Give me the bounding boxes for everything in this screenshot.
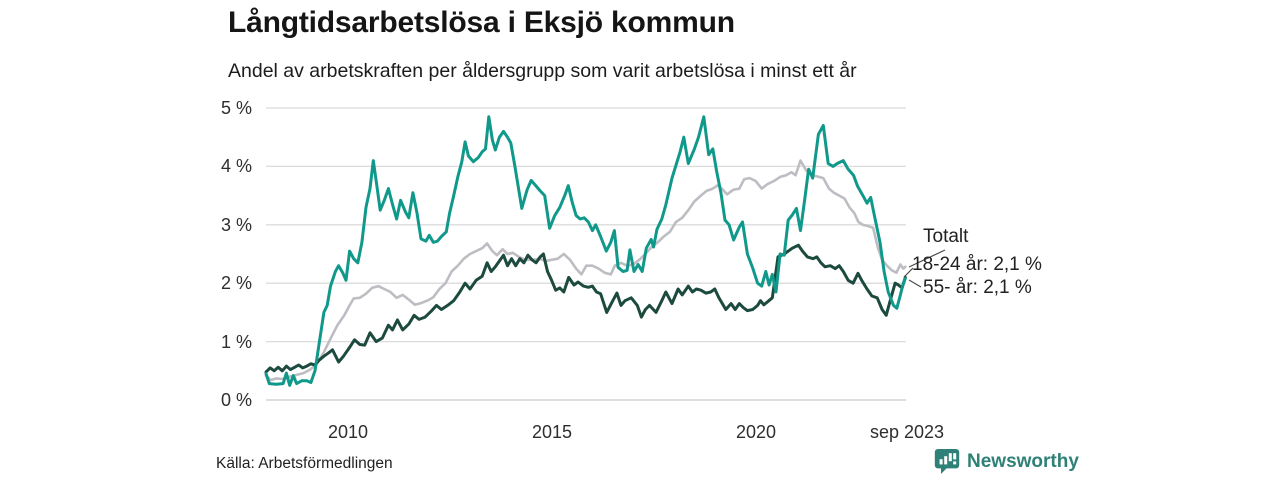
x-tick-2015: 2015 xyxy=(531,422,573,442)
leader-line-55 xyxy=(908,279,922,288)
chart-subtitle: Andel av arbetskraften per åldersgrupp s… xyxy=(228,60,857,82)
x-tick-2010: 2010 xyxy=(327,422,369,442)
y-tick-3: 3 % xyxy=(220,215,252,235)
series-line-55-r xyxy=(264,243,907,374)
source-label: Källa: Arbetsförmedlingen xyxy=(216,455,393,472)
gridlines xyxy=(266,107,906,401)
annotation-18-24: 18-24 år: 2,1 % xyxy=(912,254,1042,275)
brand-name: Newsworthy xyxy=(967,451,1079,472)
newsworthy-branding: Newsworthy xyxy=(934,448,1079,476)
series-lines xyxy=(264,115,907,387)
series-line-totalt xyxy=(264,159,907,382)
y-tick-2: 2 % xyxy=(220,273,252,293)
series-line-18-24-r xyxy=(264,115,907,387)
bar-chart-speech-bubble-icon xyxy=(934,449,960,474)
y-tick-0: 0 % xyxy=(220,390,252,410)
x-tick-2020: 2020 xyxy=(735,422,777,442)
annotation-55: 55- år: 2,1 % xyxy=(923,277,1032,298)
y-tick-5: 5 % xyxy=(220,98,252,118)
y-tick-4: 4 % xyxy=(220,156,252,176)
annotation-totalt: Totalt xyxy=(923,226,969,247)
y-tick-1: 1 % xyxy=(220,332,252,352)
x-tick-sep-2023: sep 2023 xyxy=(869,422,945,442)
page-title: Långtidsarbetslösa i Eksjö kommun xyxy=(228,6,735,39)
